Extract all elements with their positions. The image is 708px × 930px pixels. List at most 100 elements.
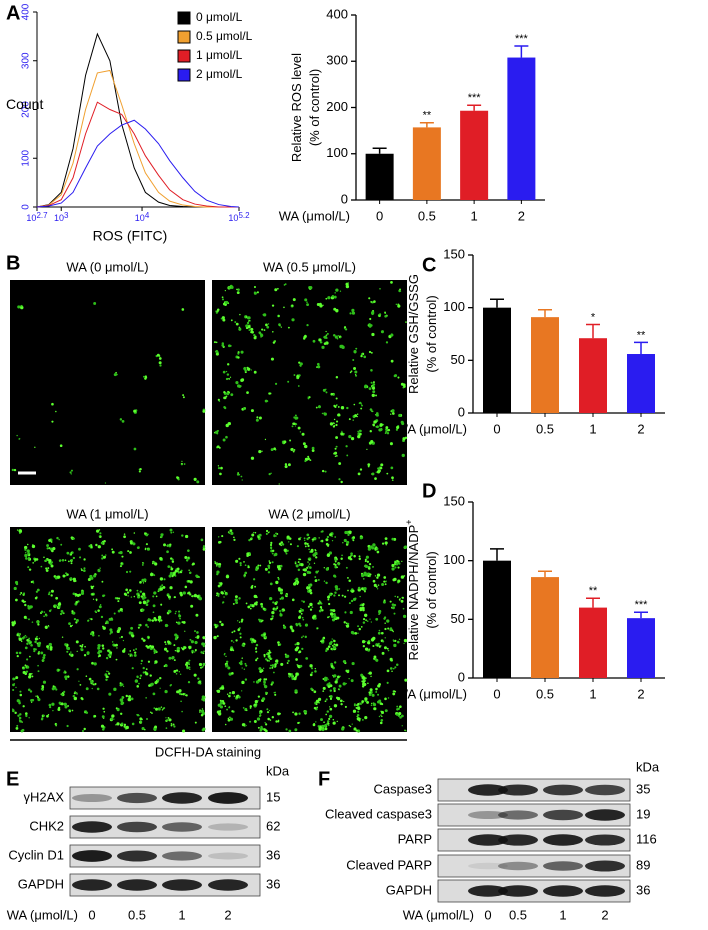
cell-signal	[171, 558, 174, 561]
cell-signal	[76, 692, 78, 694]
cell-signal	[378, 629, 381, 632]
cell-signal	[189, 593, 192, 596]
cell-signal	[40, 565, 43, 568]
cell-signal	[16, 434, 18, 437]
cell-signal	[369, 408, 373, 411]
cell-signal	[245, 316, 248, 318]
cell-signal	[384, 541, 388, 545]
cell-signal	[94, 610, 97, 613]
cell-signal	[145, 543, 148, 546]
cell-signal	[142, 608, 145, 612]
cell-signal	[200, 651, 203, 654]
cell-signal	[38, 637, 40, 640]
cell-signal	[378, 715, 381, 718]
cell-signal	[145, 623, 148, 627]
kda-header: kDa	[636, 759, 660, 774]
cell-signal	[400, 714, 404, 718]
cell-signal	[345, 566, 348, 569]
cell-signal	[332, 609, 336, 613]
cell-signal	[12, 688, 15, 692]
cell-signal	[245, 602, 248, 605]
cell-signal	[280, 590, 283, 594]
cell-signal	[235, 601, 239, 605]
cell-signal	[220, 541, 222, 543]
band	[543, 784, 583, 796]
tick-exponent: 3	[64, 211, 69, 220]
cell-signal	[167, 716, 170, 719]
cell-signal	[270, 448, 274, 452]
panel-label: E	[6, 768, 19, 790]
cell-signal	[325, 330, 327, 333]
cell-signal	[187, 580, 191, 583]
cell-signal	[228, 532, 231, 535]
cell-signal	[333, 418, 336, 421]
cell-signal	[15, 676, 19, 680]
cell-signal	[45, 614, 48, 617]
cell-signal	[23, 593, 25, 595]
cell-signal	[32, 582, 35, 584]
cell-signal	[387, 649, 390, 652]
cell-signal	[264, 567, 268, 571]
cell-signal	[119, 551, 123, 555]
cell-signal	[182, 591, 186, 595]
cell-signal	[364, 697, 368, 701]
cell-signal	[12, 677, 16, 681]
micrograph	[212, 280, 407, 485]
cell-signal	[391, 476, 394, 480]
cell-signal	[300, 563, 304, 567]
x-tick-label: 0.5	[536, 421, 554, 436]
cell-signal	[376, 425, 379, 429]
cell-signal	[327, 645, 331, 648]
cell-signal	[394, 595, 397, 598]
cell-signal	[258, 331, 262, 334]
cell-signal	[341, 594, 344, 597]
cell-signal	[160, 706, 163, 708]
cell-signal	[121, 695, 124, 699]
cell-signal	[277, 315, 280, 317]
cell-signal	[71, 624, 73, 626]
cell-signal	[249, 607, 252, 610]
cell-signal	[265, 532, 268, 535]
bar	[627, 354, 655, 413]
legend-swatch	[177, 30, 191, 44]
cell-signal	[100, 541, 104, 545]
cell-signal	[93, 574, 97, 578]
x-tick-label: 0.5	[536, 686, 554, 701]
cell-signal	[283, 306, 285, 309]
cell-signal	[276, 662, 279, 665]
cell-signal	[329, 697, 333, 701]
band	[72, 793, 112, 803]
cell-signal	[334, 536, 337, 538]
cell-signal	[393, 640, 395, 643]
cell-signal	[340, 432, 344, 436]
cell-signal	[331, 535, 333, 538]
cell-signal	[145, 697, 147, 699]
cell-signal	[44, 625, 48, 629]
cell-signal	[296, 581, 298, 583]
cell-signal	[378, 644, 380, 647]
kda-value: 35	[636, 781, 650, 796]
y-axis-label: (% of control)	[424, 295, 439, 372]
cell-signal	[229, 376, 232, 378]
cell-signal	[215, 341, 218, 344]
cell-signal	[268, 561, 272, 565]
cell-signal	[32, 562, 34, 564]
cell-signal	[127, 550, 130, 553]
cell-signal	[323, 721, 325, 724]
cell-signal	[302, 618, 305, 621]
cell-signal	[163, 665, 166, 668]
x-tick-label: 0.5	[418, 208, 436, 223]
cell-signal	[202, 409, 206, 413]
cell-signal	[370, 440, 374, 444]
cell-signal	[160, 535, 163, 538]
cell-signal	[353, 349, 357, 354]
cell-signal	[235, 559, 239, 563]
cell-signal	[361, 603, 365, 607]
cell-signal	[370, 301, 373, 303]
cell-signal	[142, 671, 145, 674]
y-axis-label: (% of control)	[307, 69, 322, 146]
cell-signal	[277, 587, 281, 591]
cell-signal	[129, 570, 132, 573]
cell-signal	[294, 579, 296, 581]
cell-signal	[333, 612, 336, 616]
